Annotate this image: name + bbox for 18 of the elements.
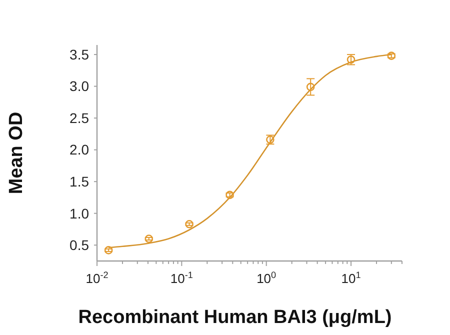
y-tick-label: 1.0 xyxy=(70,205,90,222)
point xyxy=(226,190,234,200)
y-tick-label: 3.0 xyxy=(70,78,90,94)
point xyxy=(306,82,315,92)
x-tick-label: 10$^{0}$ xyxy=(256,270,276,286)
point xyxy=(185,220,194,228)
y-tick-label: 2.5 xyxy=(70,110,90,126)
y-tick-label: 0.5 xyxy=(70,237,90,254)
x-tick-label: 10$^{-1}$ xyxy=(170,270,193,286)
x-tick-label: 10$^{1}$ xyxy=(341,270,361,286)
x-axis-title: Recombinant Human BAI3 (μg/mL) xyxy=(78,307,392,328)
y-tick-label: 3.5 xyxy=(70,46,90,62)
point xyxy=(144,234,154,243)
point xyxy=(104,246,113,254)
x-tick-label: 10$^{-2}$ xyxy=(86,270,108,286)
y-axis-title: Mean OD xyxy=(6,112,27,194)
y-tick-label: 2.0 xyxy=(70,142,90,158)
y-tick-label: 1.5 xyxy=(70,173,90,190)
